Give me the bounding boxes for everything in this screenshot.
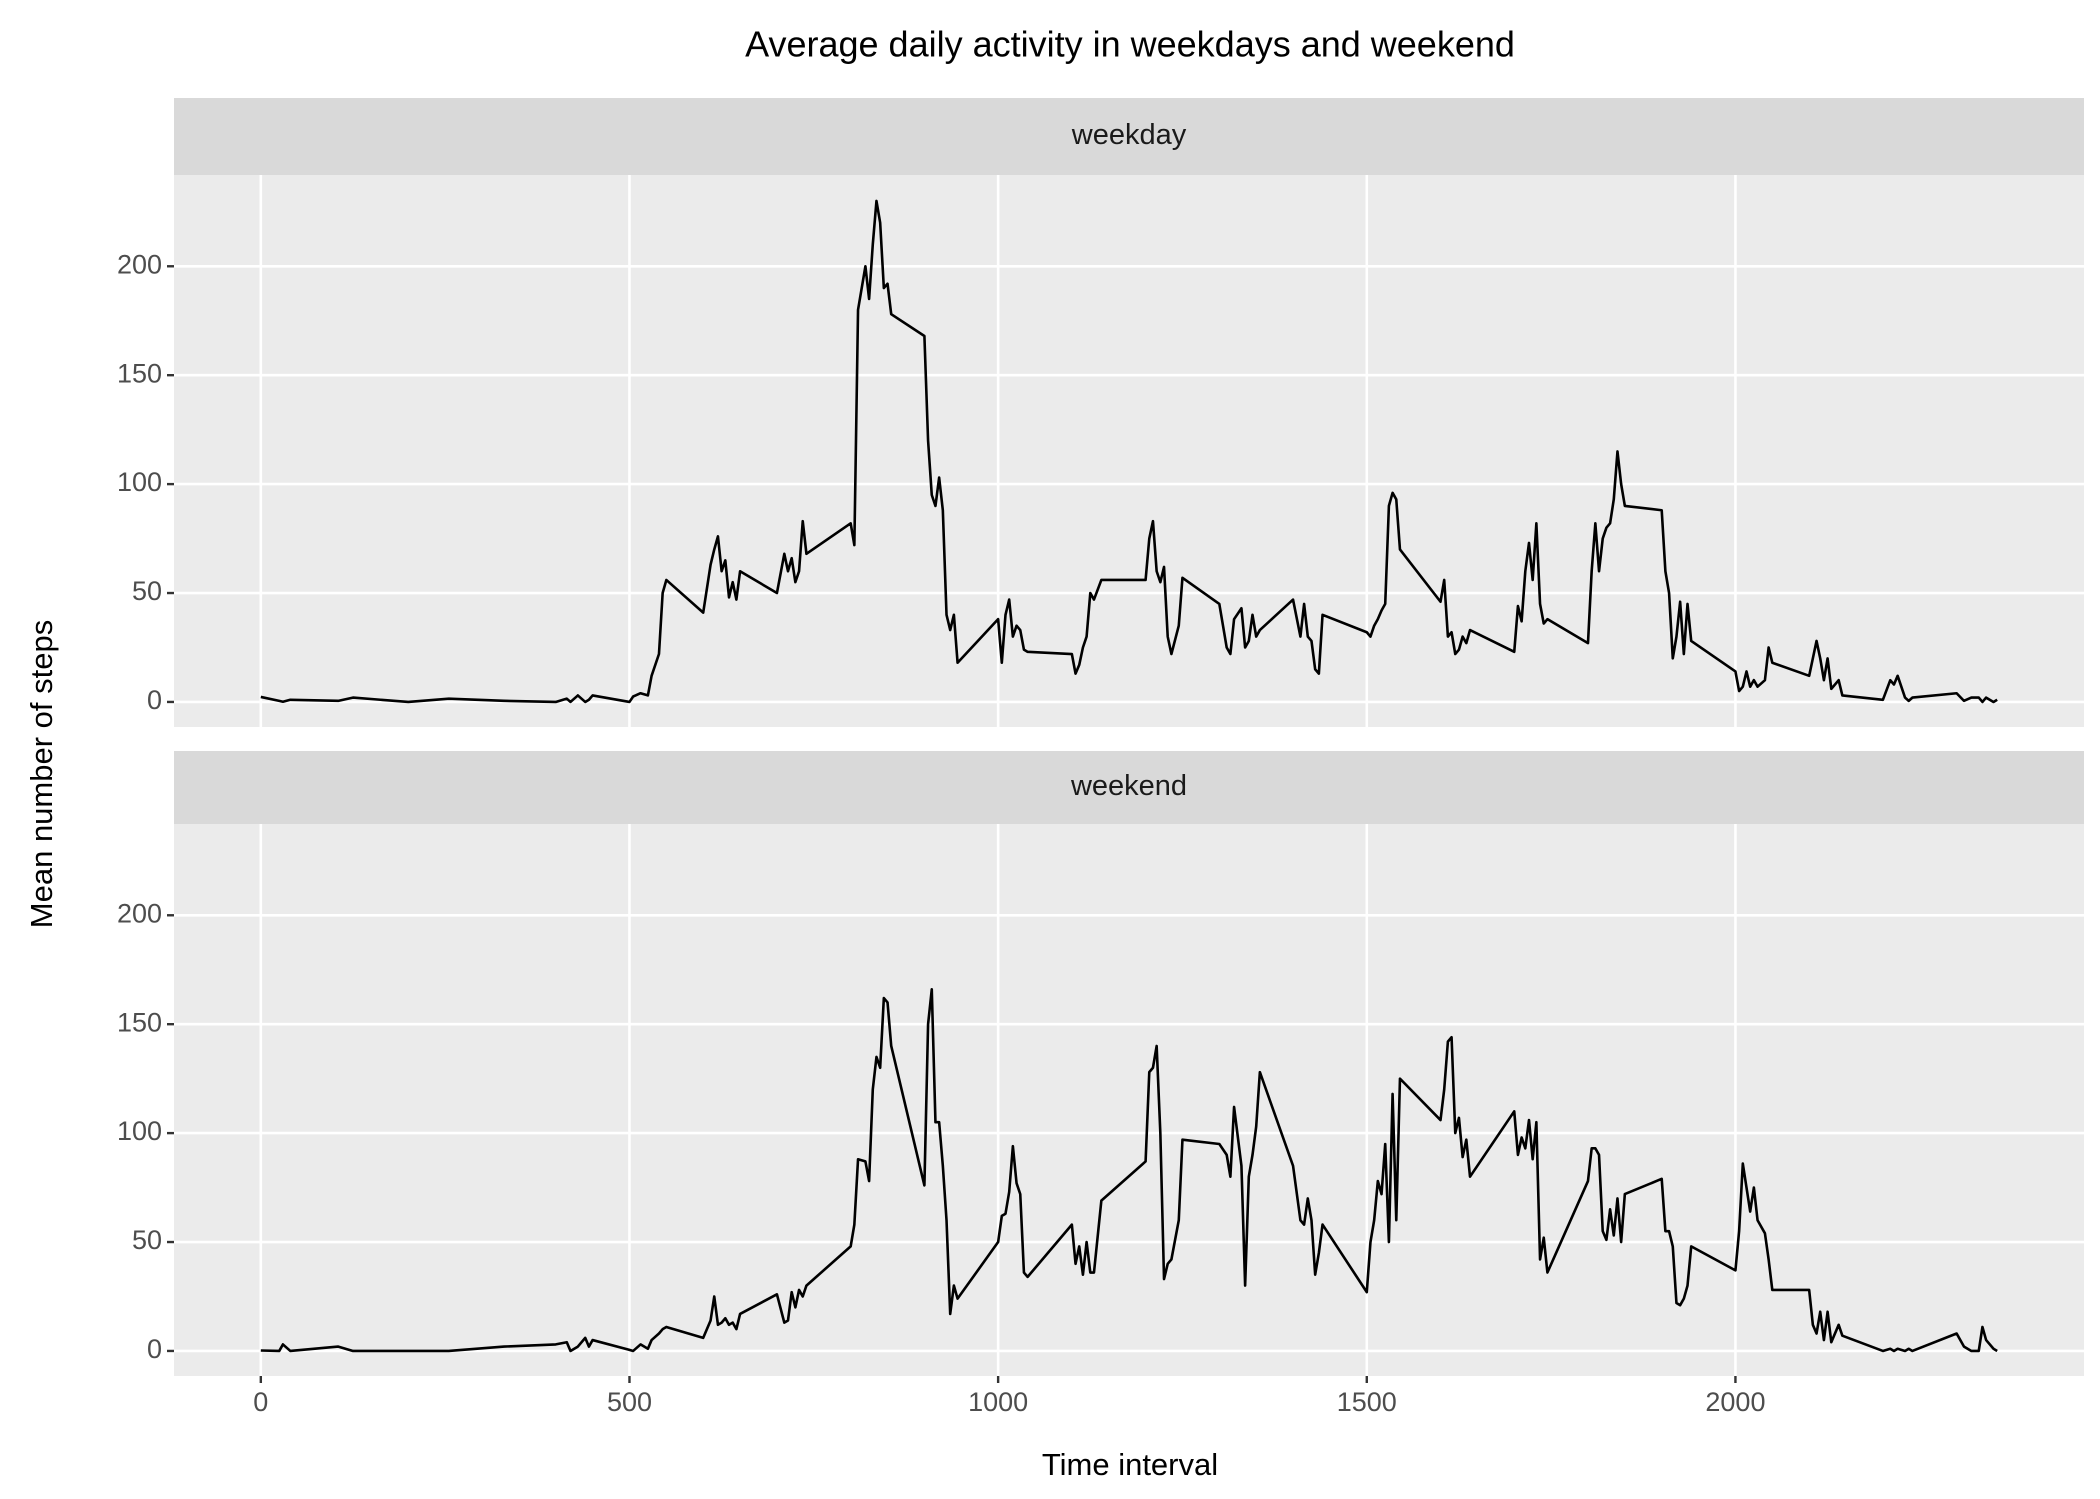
y-tick-label: 50 — [132, 1225, 162, 1255]
x-tick-label: 0 — [253, 1387, 268, 1417]
y-tick-label: 0 — [147, 685, 162, 715]
y-tick-label: 100 — [117, 1116, 162, 1146]
strip-label: weekday — [1071, 119, 1187, 151]
panel-background — [174, 175, 2084, 727]
data-line — [260, 988, 1998, 1353]
y-tick-label: 0 — [147, 1334, 162, 1364]
panel-background — [174, 824, 2084, 1376]
y-axis-title: Mean number of steps — [24, 620, 59, 928]
strip-background — [174, 751, 2084, 824]
y-tick-label: 50 — [132, 576, 162, 606]
strip-background — [174, 98, 2084, 175]
y-tick-label: 200 — [117, 898, 162, 928]
y-tick-label: 150 — [117, 358, 162, 388]
x-tick-label: 500 — [607, 1387, 652, 1417]
y-tick-label: 200 — [117, 249, 162, 279]
strip-label: weekend — [1070, 770, 1187, 802]
x-axis-title: Time interval — [1042, 1447, 1218, 1482]
x-tick-label: 2000 — [1705, 1387, 1765, 1417]
chart-title: Average daily activity in weekdays and w… — [745, 24, 1515, 65]
y-tick-label: 150 — [117, 1007, 162, 1037]
x-tick-label: 1000 — [968, 1387, 1028, 1417]
y-tick-label: 100 — [117, 467, 162, 497]
data-line — [260, 199, 1998, 704]
x-tick-label: 1500 — [1337, 1387, 1397, 1417]
